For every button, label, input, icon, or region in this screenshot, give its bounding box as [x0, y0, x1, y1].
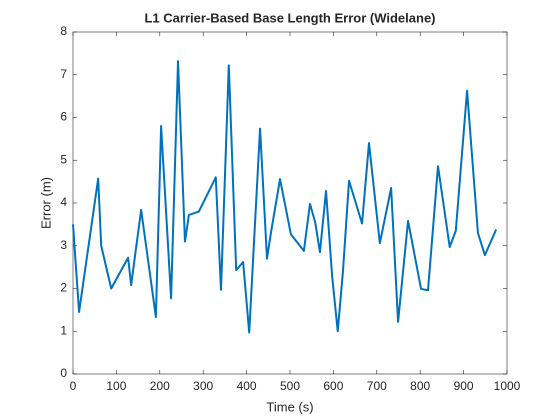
y-tick-label: 3: [60, 238, 67, 252]
y-tick-label: 5: [60, 152, 67, 166]
x-tick-label: 600: [323, 379, 343, 393]
data-line: [72, 60, 498, 334]
x-tick-label: 200: [150, 379, 170, 393]
y-tick-label: 7: [60, 67, 67, 81]
y-tick-label: 1: [60, 323, 67, 337]
y-tick-label: 6: [60, 110, 67, 124]
x-tick-label: 100: [106, 379, 126, 393]
x-tick-label: 900: [454, 379, 474, 393]
x-tick-label: 400: [237, 379, 257, 393]
x-tick-label: 1000: [494, 379, 521, 393]
y-tick-label: 2: [60, 281, 67, 295]
x-tick-label: 700: [367, 379, 387, 393]
x-tick-label: 800: [410, 379, 430, 393]
x-axis-label: Time (s): [266, 399, 313, 414]
y-tick-label: 8: [60, 24, 67, 38]
x-tick-label: 0: [70, 379, 77, 393]
x-tick-label: 500: [280, 379, 300, 393]
x-tick-label: 300: [193, 379, 213, 393]
y-axis-label: Error (m): [38, 177, 53, 229]
y-tick-label: 4: [60, 195, 67, 209]
y-tick-label: 0: [60, 366, 67, 380]
chart-title: L1 Carrier-Based Base Length Error (Wide…: [144, 10, 435, 25]
